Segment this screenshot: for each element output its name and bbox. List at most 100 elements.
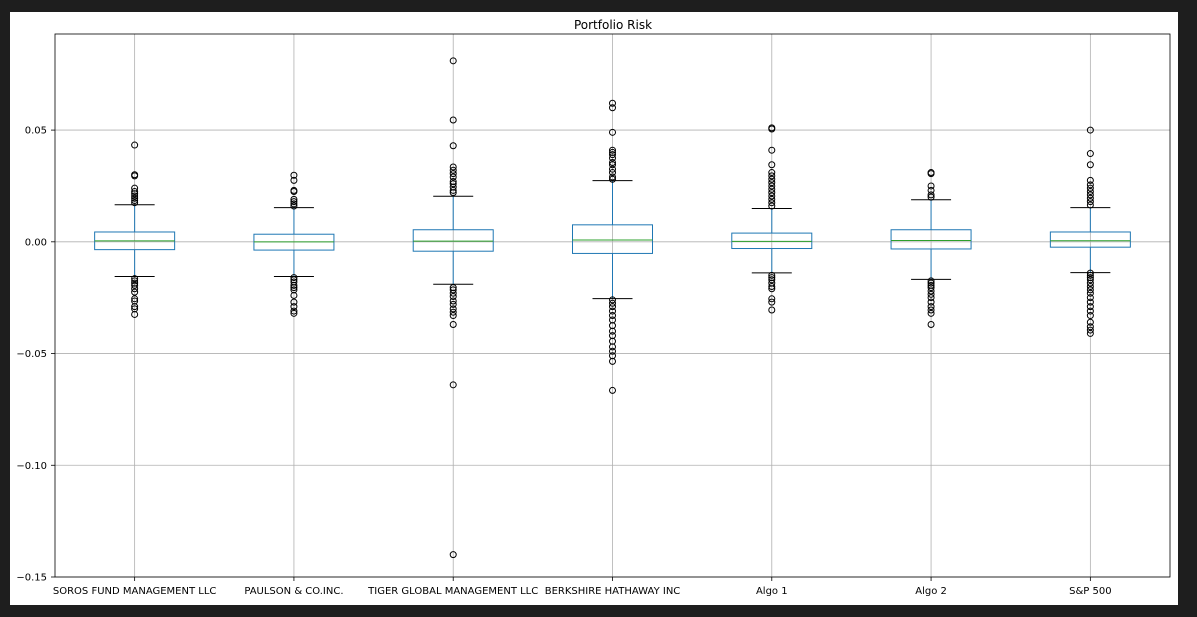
outlier-point	[927, 284, 935, 292]
outlier-point	[290, 200, 298, 208]
outlier-point	[1086, 279, 1094, 287]
box-group	[1049, 126, 1131, 337]
outlier-point	[131, 172, 139, 180]
outlier-point	[768, 169, 776, 177]
x-tick-label: BERKSHIRE HATHAWAY INC	[545, 586, 681, 597]
outlier-point	[449, 116, 457, 124]
outlier-point	[609, 307, 616, 315]
outlier-point	[131, 188, 139, 196]
outlier-point	[449, 312, 457, 320]
outlier-point	[609, 327, 616, 335]
outlier-point	[1086, 283, 1094, 291]
outlier-point	[927, 303, 935, 311]
outlier-point	[609, 343, 616, 351]
outlier-point	[768, 276, 776, 284]
outlier-point	[290, 307, 298, 315]
outlier-point	[768, 161, 776, 169]
outlier-point	[768, 298, 776, 306]
outlier-point	[1086, 326, 1094, 334]
outlier-point	[927, 277, 935, 285]
outlier-point	[1086, 188, 1094, 196]
outlier-point	[768, 146, 776, 154]
outlier-point	[449, 173, 457, 181]
outlier-point	[768, 199, 776, 207]
outlier-point	[1086, 307, 1094, 315]
outlier-point	[609, 347, 616, 355]
outlier-point	[768, 271, 776, 279]
outlier-point	[1086, 198, 1094, 206]
outlier-point	[1086, 298, 1094, 306]
outlier-point	[1086, 318, 1094, 326]
outlier-point	[768, 179, 776, 187]
outlier-point	[609, 161, 616, 169]
box-group	[731, 124, 813, 314]
outlier-point	[609, 303, 616, 311]
outlier-point	[609, 151, 616, 159]
box-group	[572, 99, 653, 394]
x-tick-label: Algo 2	[915, 586, 947, 597]
outlier-point	[290, 281, 298, 289]
outlier-point	[131, 303, 139, 311]
outlier-point	[609, 173, 616, 181]
x-tick-label: S&P 500	[1069, 586, 1111, 597]
outlier-point	[927, 290, 935, 298]
outlier-point	[609, 104, 616, 112]
outlier-point	[131, 295, 139, 303]
outlier-point	[290, 303, 298, 311]
outlier-point	[449, 305, 457, 313]
outlier-point	[768, 192, 776, 200]
outlier-point	[768, 172, 776, 180]
outlier-point	[449, 293, 457, 301]
outlier-point	[768, 185, 776, 193]
outlier-point	[609, 312, 616, 320]
outlier-point	[290, 309, 298, 317]
outlier-point	[131, 310, 139, 318]
outlier-point	[1086, 184, 1094, 192]
outlier-point	[449, 320, 457, 328]
x-tick-label: TIGER GLOBAL MANAGEMENT LLC	[367, 586, 538, 597]
outlier-point	[927, 306, 935, 314]
outlier-point	[768, 202, 776, 210]
outlier-point	[131, 196, 139, 204]
outlier-point	[609, 357, 616, 365]
outlier-point	[927, 320, 935, 328]
outlier-point	[449, 142, 457, 150]
outlier-point	[449, 289, 457, 297]
outlier-point	[131, 288, 139, 296]
outlier-point	[768, 195, 776, 203]
outlier-point	[290, 298, 298, 306]
outlier-point	[768, 175, 776, 183]
outlier-point	[609, 154, 616, 162]
outlier-point	[1086, 181, 1094, 189]
chart-title: Portfolio Risk	[574, 18, 652, 32]
outlier-point	[609, 165, 616, 173]
outlier-point	[1086, 329, 1094, 337]
plot-frame	[54, 33, 1171, 578]
outlier-point	[449, 186, 457, 194]
outlier-point	[927, 193, 935, 201]
outlier-point	[290, 195, 298, 203]
outlier-point	[449, 381, 457, 389]
iqr-box	[890, 229, 972, 250]
outlier-point	[131, 285, 139, 293]
outlier-point	[609, 296, 616, 304]
outlier-point	[927, 279, 935, 287]
x-tick-label: Algo 1	[756, 586, 788, 597]
outlier-point	[609, 175, 616, 183]
outlier-point	[449, 163, 457, 171]
outlier-point	[449, 308, 457, 316]
outlier-point	[768, 295, 776, 303]
portfolio-risk-boxplot: Portfolio Risk 0.05 0.00 −0.05 −0.10 −0.15 SO…	[16, 18, 1171, 597]
outlier-point	[927, 309, 935, 317]
outlier-point	[609, 128, 616, 136]
outlier-point	[768, 283, 776, 291]
outlier-point	[609, 169, 616, 177]
outlier-point	[290, 176, 298, 184]
outlier-point	[609, 299, 616, 307]
outlier-point	[449, 166, 457, 174]
outlier-point	[131, 277, 139, 285]
y-tick-label: −0.10	[16, 461, 47, 472]
outlier-point	[1086, 294, 1094, 302]
outlier-point	[131, 281, 139, 289]
outlier-point	[449, 189, 457, 197]
